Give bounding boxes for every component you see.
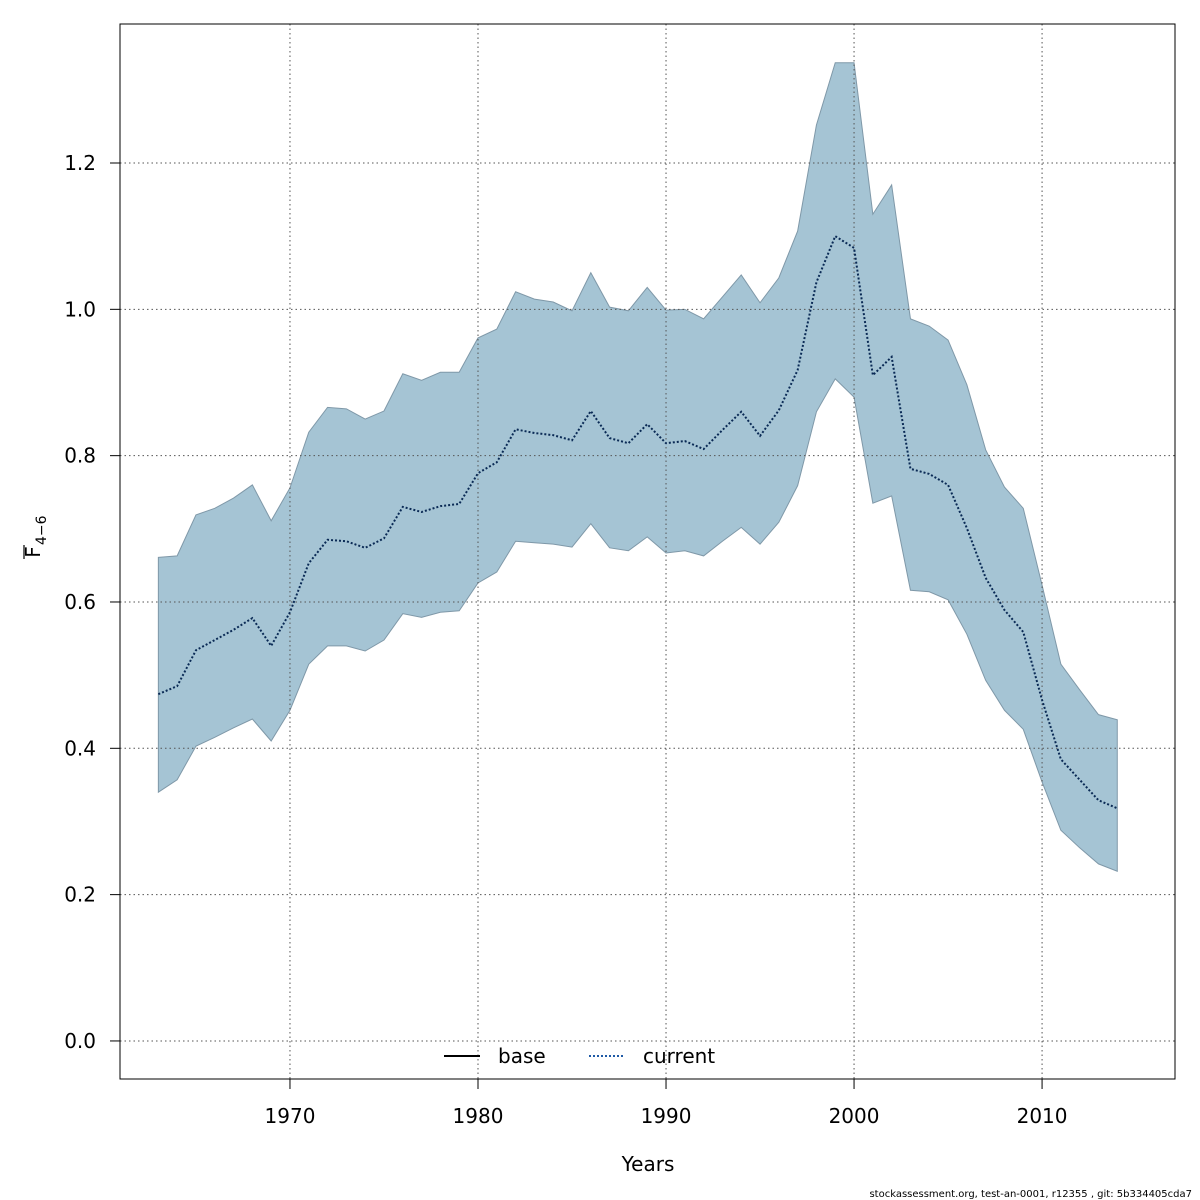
legend-label: base (498, 1044, 546, 1068)
legend-label: current (643, 1044, 715, 1068)
x-axis-label: Years (621, 1152, 675, 1176)
x-tick-label: 1970 (265, 1104, 316, 1128)
y-tick-label: 0.8 (64, 444, 96, 468)
y-tick-label: 0.2 (64, 883, 96, 907)
y-tick-label: 0.0 (64, 1029, 96, 1053)
confidence-band (157, 62, 1118, 872)
y-axis-label-group: F 4−6 (21, 515, 50, 559)
x-tick-label: 1980 (453, 1104, 504, 1128)
y-axis-label-sub: 4−6 (34, 515, 50, 545)
x-tick-label: 2010 (1017, 1104, 1068, 1128)
y-tick-label: 1.0 (64, 297, 96, 321)
series-line (157, 234, 1118, 810)
x-tick-label: 2000 (829, 1104, 880, 1128)
y-tick-label: 0.6 (64, 590, 96, 614)
x-tick-label: 1990 (641, 1104, 692, 1128)
y-tick-label: 0.4 (64, 736, 96, 760)
y-tick-label: 1.2 (64, 151, 96, 175)
plot-frame (119, 23, 1176, 1080)
y-axis-label: F (21, 546, 45, 558)
footer: stockassessment.org, test-an-0001, r1235… (869, 1189, 1192, 1200)
